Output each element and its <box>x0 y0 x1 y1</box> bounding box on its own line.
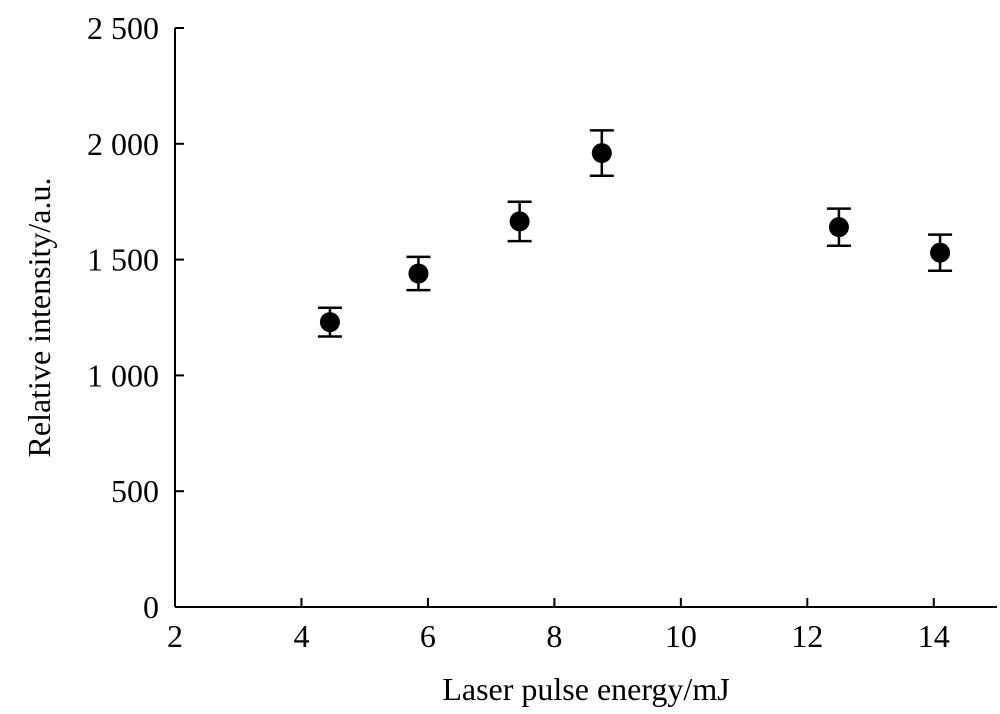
y-axis-label: Relative intensity/a.u. <box>21 178 57 458</box>
data-point-group <box>928 233 953 272</box>
data-point <box>509 211 530 232</box>
x-tick-label: 2 <box>167 618 183 654</box>
data-point-group <box>589 129 614 178</box>
y-tick-label: 1 000 <box>87 357 159 393</box>
data-point-group <box>826 207 851 247</box>
data-point-group <box>507 200 532 243</box>
y-tick-label: 2 500 <box>87 10 159 46</box>
y-tick-label: 2 000 <box>87 126 159 162</box>
x-tick-label: 4 <box>293 618 309 654</box>
x-ticks: 2 4 6 8 10 12 14 <box>167 598 950 654</box>
data-point <box>319 312 340 333</box>
data-points <box>317 129 953 338</box>
y-tick-label: 1 500 <box>87 242 159 278</box>
x-tick-label: 12 <box>791 618 823 654</box>
data-point <box>591 143 612 164</box>
data-point-group <box>406 255 431 292</box>
data-point <box>828 217 849 238</box>
axes <box>174 28 997 608</box>
data-point <box>408 263 429 284</box>
x-tick-label: 8 <box>546 618 562 654</box>
x-tick-label: 14 <box>918 618 950 654</box>
data-point-group <box>317 306 342 338</box>
data-point <box>930 242 951 263</box>
x-tick-label: 10 <box>665 618 697 654</box>
x-axis-label: Laser pulse energy/mJ <box>442 671 729 707</box>
y-tick-label: 500 <box>111 473 159 509</box>
x-tick-label: 6 <box>420 618 436 654</box>
y-tick-label: 0 <box>143 589 159 625</box>
y-ticks: 0 500 1 000 1 500 2 000 2 500 <box>87 10 184 625</box>
